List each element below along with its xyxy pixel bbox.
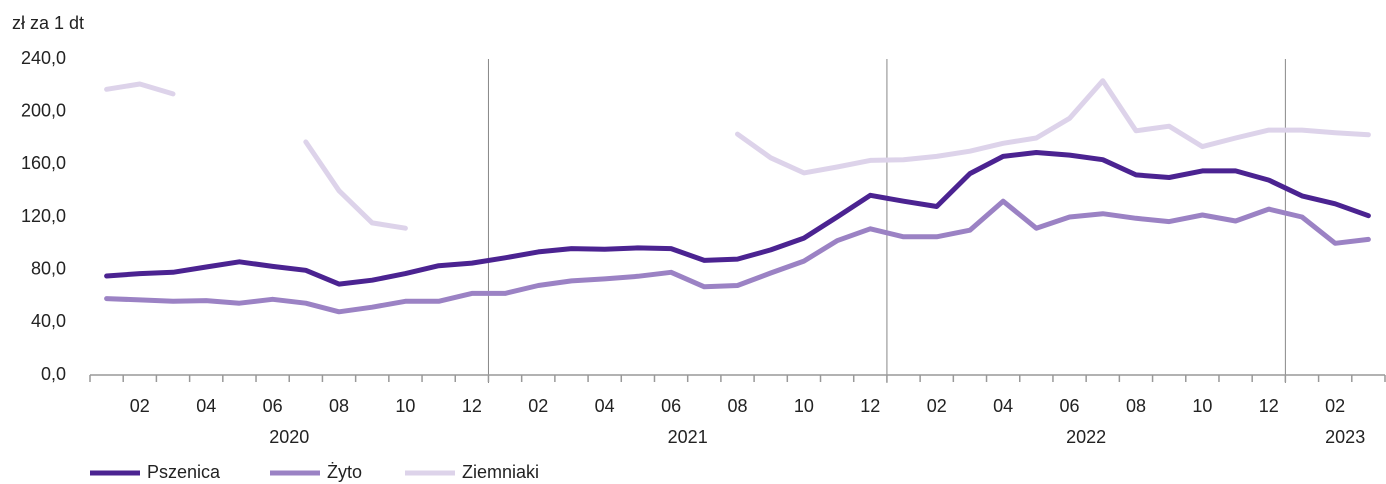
series-line	[104, 198, 1371, 315]
year-label: 2021	[668, 427, 708, 447]
legend-label: Pszenica	[147, 462, 221, 482]
y-axis-label: zł za 1 dt	[12, 13, 84, 33]
x-tick-label: 02	[1325, 396, 1345, 416]
x-tick-label: 06	[661, 396, 681, 416]
x-tick-label: 10	[794, 396, 814, 416]
x-tick-label: 02	[528, 396, 548, 416]
y-tick-label: 0,0	[41, 364, 66, 384]
y-tick-label: 240,0	[21, 48, 66, 68]
x-tick-label: 02	[927, 396, 947, 416]
x-tick-label: 08	[1126, 396, 1146, 416]
y-tick-label: 40,0	[31, 311, 66, 331]
x-tick-label: 10	[1192, 396, 1212, 416]
y-tick-label: 160,0	[21, 153, 66, 173]
x-tick-label: 04	[196, 396, 216, 416]
x-tick-label: 08	[727, 396, 747, 416]
x-tick-label: 04	[993, 396, 1013, 416]
year-label: 2023	[1325, 427, 1365, 447]
x-tick-label: 12	[1259, 396, 1279, 416]
year-label: 2020	[269, 427, 309, 447]
x-tick-label: 02	[130, 396, 150, 416]
x-tick-label: 06	[1060, 396, 1080, 416]
x-tick-label: 08	[329, 396, 349, 416]
series-line	[104, 150, 1371, 287]
legend-label: Ziemniaki	[462, 462, 539, 482]
y-tick-label: 120,0	[21, 206, 66, 226]
x-tick-label: 12	[860, 396, 880, 416]
x-tick-label: 12	[462, 396, 482, 416]
x-tick-label: 06	[263, 396, 283, 416]
series-line	[104, 78, 1371, 231]
legend-label: Żyto	[327, 462, 362, 482]
y-tick-label: 200,0	[21, 100, 66, 120]
year-label: 2022	[1066, 427, 1106, 447]
x-tick-label: 10	[395, 396, 415, 416]
y-tick-label: 80,0	[31, 258, 66, 278]
x-tick-label: 04	[595, 396, 615, 416]
